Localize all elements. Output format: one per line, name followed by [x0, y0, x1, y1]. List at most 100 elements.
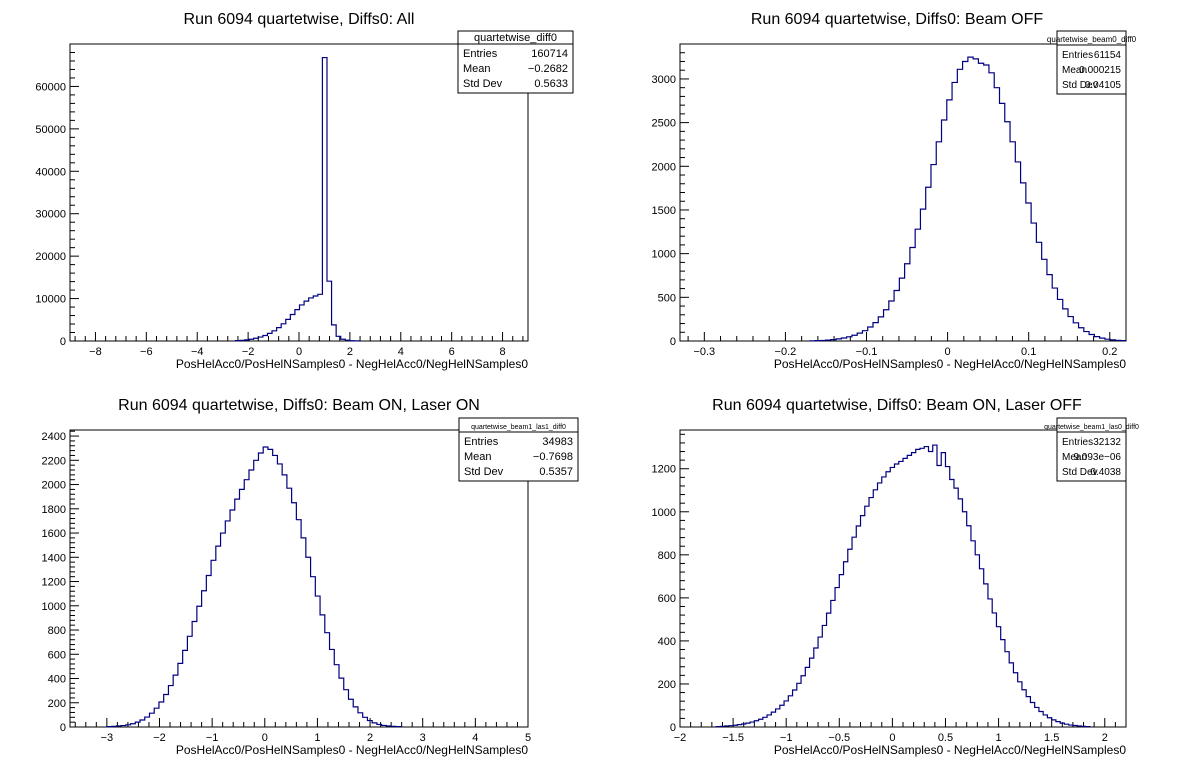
y-tick-label: 40000	[35, 166, 66, 178]
histogram-bin	[1094, 337, 1099, 341]
x-tick-label: 0.1	[1021, 346, 1036, 358]
histogram-bin	[878, 317, 883, 341]
histogram-bin	[1052, 720, 1056, 727]
histogram-bin	[1043, 715, 1047, 727]
histogram-bin	[1052, 288, 1057, 341]
histogram-bin	[788, 696, 792, 727]
histogram-bin	[1063, 309, 1068, 341]
histogram-bin	[249, 339, 254, 341]
stats-value: 61154	[1094, 50, 1122, 61]
histogram-bin	[1026, 697, 1030, 727]
histogram-bin	[244, 480, 249, 727]
histogram-bin	[848, 549, 852, 727]
histogram-bin	[979, 569, 983, 727]
histogram-bin	[197, 606, 202, 727]
histogram-bin	[1077, 726, 1081, 727]
histogram-bin	[348, 699, 353, 727]
histogram-bin	[878, 483, 882, 727]
chart-title: Run 6094 quartetwise, Diffs0: Beam ON, L…	[712, 397, 1082, 414]
histogram-bin	[382, 725, 387, 727]
histogram-bin	[1079, 328, 1084, 341]
stats-value: 0.04105	[1085, 80, 1122, 91]
histogram-bin	[822, 625, 826, 727]
histogram-bin	[295, 310, 300, 341]
histogram-bin	[941, 453, 945, 727]
histogram-bin	[386, 726, 391, 727]
histogram-bin	[240, 340, 245, 341]
histogram-bin	[1036, 242, 1041, 341]
x-tick-label: 0	[945, 346, 951, 358]
histogram-bin	[805, 667, 809, 727]
histogram-bin	[311, 577, 316, 727]
histogram-bin	[952, 82, 957, 341]
histogram-bin	[884, 310, 889, 341]
histogram-bin	[1013, 673, 1017, 727]
histogram-bin	[1009, 663, 1013, 727]
histogram-bin	[852, 335, 857, 341]
stats-box-frame	[1056, 30, 1127, 95]
chart-title: Run 6094 quartetwise, Diffs0: All	[184, 11, 415, 28]
y-tick-label: 600	[658, 593, 676, 605]
histogram-bin	[869, 498, 873, 727]
histogram-bin	[225, 521, 230, 727]
histogram-bin	[334, 665, 339, 727]
stats-value: 0.5633	[534, 78, 568, 90]
histogram-bin	[1057, 299, 1062, 341]
chart-title: Run 6094 quartetwise, Diffs0: Beam ON, L…	[118, 397, 480, 414]
y-tick-label: 1200	[42, 577, 66, 589]
histogram-bin	[372, 723, 377, 727]
y-tick-label: 500	[658, 292, 676, 304]
histogram-panel-2: Run 6094 quartetwise, Diffs0: Beam OFF −0…	[652, 11, 1137, 371]
histogram-bin	[831, 340, 836, 341]
histogram-series	[234, 56, 360, 342]
y-tick-label: 0	[60, 722, 66, 734]
histogram-bin	[831, 600, 835, 727]
histogram-bin	[377, 724, 382, 727]
histogram-bin	[322, 58, 327, 341]
histogram-bin	[852, 537, 856, 727]
histogram-bin	[899, 278, 904, 341]
x-tick-label: 0	[889, 732, 895, 744]
stats-label: Std Dev	[1062, 467, 1098, 478]
histogram-bin	[971, 541, 975, 727]
histogram-bin	[1084, 332, 1089, 341]
histogram-bin	[254, 338, 259, 341]
x-tick-label: −3	[101, 732, 114, 744]
histogram-bin	[882, 477, 886, 727]
histogram-bin	[164, 695, 169, 727]
stats-value: 9.093e−06	[1073, 452, 1121, 463]
histogram-bin	[988, 599, 992, 727]
histogram-bin	[1030, 702, 1034, 727]
histogram-bin	[292, 503, 297, 727]
histogram-bin	[1069, 725, 1073, 727]
histogram-bin	[168, 686, 173, 727]
histogram-bin	[936, 142, 941, 341]
histogram-bin	[318, 294, 323, 341]
stats-value: 160714	[531, 48, 568, 60]
x-tick-label: 0.2	[1102, 346, 1117, 358]
histogram-bin	[315, 596, 320, 727]
histogram-bin	[332, 325, 337, 341]
histogram-bin	[341, 339, 346, 341]
y-tick-label: 0	[670, 336, 676, 348]
histogram-bin	[325, 633, 330, 727]
stats-box-frame	[1056, 417, 1127, 482]
histogram-bin	[135, 722, 140, 727]
histogram-bin	[211, 560, 216, 727]
stats-label: Std Dev	[463, 78, 503, 90]
histogram-bin	[861, 516, 865, 727]
y-tick-label: 800	[48, 625, 66, 637]
histogram-bin	[1081, 726, 1085, 727]
y-tick-label: 800	[658, 550, 676, 562]
histogram-bin	[286, 319, 291, 341]
x-tick-label: −0.5	[828, 732, 850, 744]
y-tick-label: 1400	[42, 552, 66, 564]
histogram-bin	[920, 448, 924, 727]
y-tick-label: 600	[48, 649, 66, 661]
x-axis-label: PosHelAcc0/PosHelNSamples0 - NegHelAcc0/…	[774, 357, 1126, 371]
stats-label: Mean	[1062, 65, 1087, 76]
plot-frame	[69, 429, 529, 728]
histogram-bin	[763, 717, 767, 727]
histogram-bin	[801, 676, 805, 727]
